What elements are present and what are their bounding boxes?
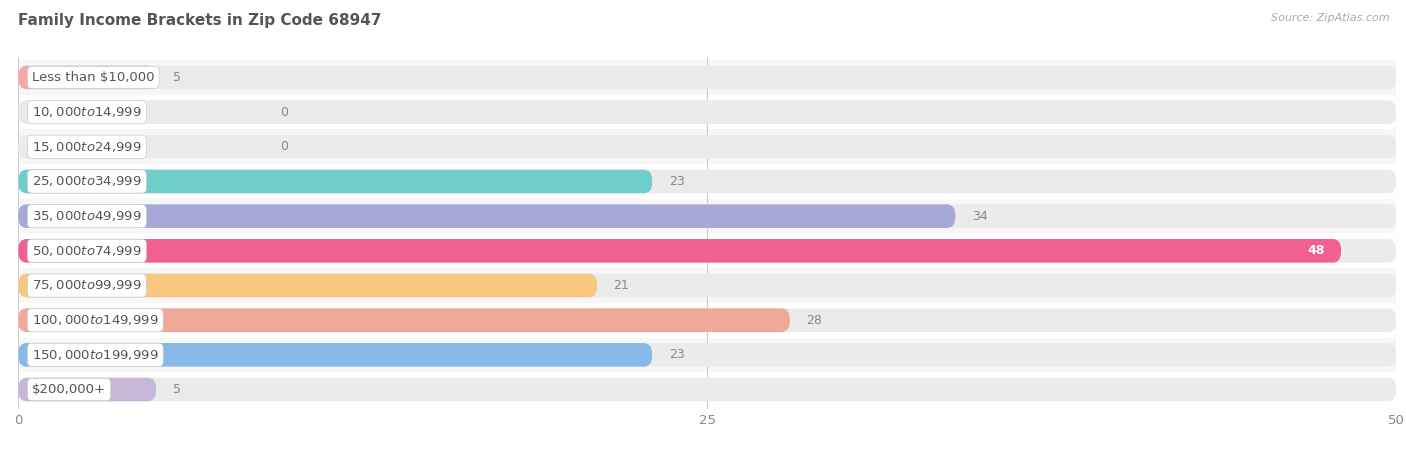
Text: 21: 21 bbox=[613, 279, 630, 292]
Text: 0: 0 bbox=[280, 106, 288, 119]
Bar bbox=[18, 129, 1396, 164]
Text: 23: 23 bbox=[669, 348, 685, 361]
FancyBboxPatch shape bbox=[18, 170, 1396, 193]
Text: $150,000 to $199,999: $150,000 to $199,999 bbox=[32, 348, 159, 362]
Text: Less than $10,000: Less than $10,000 bbox=[32, 71, 155, 84]
Bar bbox=[18, 303, 1396, 338]
FancyBboxPatch shape bbox=[18, 308, 1396, 332]
FancyBboxPatch shape bbox=[18, 239, 1341, 263]
Bar bbox=[18, 338, 1396, 372]
Text: $100,000 to $149,999: $100,000 to $149,999 bbox=[32, 313, 159, 327]
Bar bbox=[18, 372, 1396, 407]
FancyBboxPatch shape bbox=[18, 343, 652, 367]
Text: 28: 28 bbox=[807, 314, 823, 327]
FancyBboxPatch shape bbox=[18, 239, 1396, 263]
FancyBboxPatch shape bbox=[18, 378, 1396, 401]
FancyBboxPatch shape bbox=[18, 204, 955, 228]
Text: $25,000 to $34,999: $25,000 to $34,999 bbox=[32, 175, 142, 189]
Bar bbox=[18, 60, 1396, 95]
FancyBboxPatch shape bbox=[18, 274, 598, 297]
FancyBboxPatch shape bbox=[18, 343, 1396, 367]
Text: $35,000 to $49,999: $35,000 to $49,999 bbox=[32, 209, 142, 223]
Text: 48: 48 bbox=[1308, 244, 1324, 257]
Text: 5: 5 bbox=[173, 383, 180, 396]
FancyBboxPatch shape bbox=[18, 308, 790, 332]
Bar bbox=[18, 233, 1396, 268]
Bar bbox=[18, 268, 1396, 303]
Text: $75,000 to $99,999: $75,000 to $99,999 bbox=[32, 278, 142, 292]
Text: 34: 34 bbox=[972, 210, 987, 223]
FancyBboxPatch shape bbox=[18, 204, 1396, 228]
Text: Family Income Brackets in Zip Code 68947: Family Income Brackets in Zip Code 68947 bbox=[18, 13, 382, 28]
Text: $200,000+: $200,000+ bbox=[32, 383, 105, 396]
FancyBboxPatch shape bbox=[18, 170, 652, 193]
Text: $10,000 to $14,999: $10,000 to $14,999 bbox=[32, 105, 142, 119]
Text: 0: 0 bbox=[280, 140, 288, 153]
FancyBboxPatch shape bbox=[18, 274, 1396, 297]
FancyBboxPatch shape bbox=[18, 100, 1396, 124]
Text: $15,000 to $24,999: $15,000 to $24,999 bbox=[32, 140, 142, 154]
Text: Source: ZipAtlas.com: Source: ZipAtlas.com bbox=[1271, 13, 1389, 23]
FancyBboxPatch shape bbox=[18, 66, 1396, 89]
Bar bbox=[18, 199, 1396, 233]
FancyBboxPatch shape bbox=[18, 66, 156, 89]
FancyBboxPatch shape bbox=[18, 135, 1396, 158]
Text: $50,000 to $74,999: $50,000 to $74,999 bbox=[32, 244, 142, 258]
Bar bbox=[18, 95, 1396, 129]
Text: 23: 23 bbox=[669, 175, 685, 188]
Text: 5: 5 bbox=[173, 71, 180, 84]
Bar bbox=[18, 164, 1396, 199]
FancyBboxPatch shape bbox=[18, 378, 156, 401]
